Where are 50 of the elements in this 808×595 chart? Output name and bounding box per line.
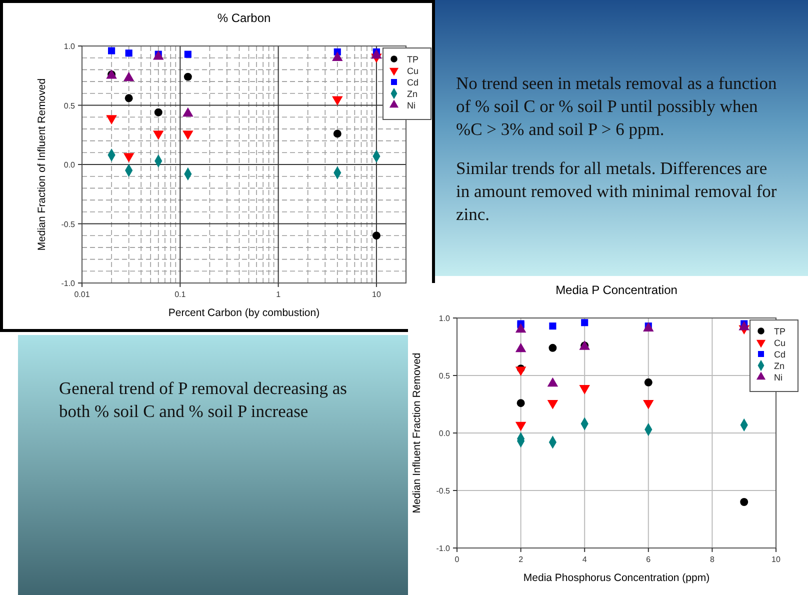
point [581, 319, 588, 326]
legend-label: Ni [407, 100, 416, 110]
chart-title: % Carbon [217, 11, 271, 25]
y-tick-label: 0.5 [64, 101, 76, 110]
point [515, 366, 526, 376]
text: Similar trends for all metals. Differences are in amount removed with minimal removal for zinc. [456, 157, 778, 226]
legend-label: Zn [407, 89, 418, 99]
point [579, 385, 590, 394]
y-tick-label: 1.0 [64, 42, 76, 51]
x-tick-label: 10 [772, 555, 781, 564]
y-tick-label: -0.5 [61, 220, 76, 229]
point [740, 498, 748, 506]
y-tick-label: 0.0 [64, 160, 76, 170]
x-tick-label: 0.1 [174, 290, 186, 299]
x-tick-label: 8 [710, 555, 715, 564]
point [643, 400, 654, 410]
x-tick-label: 1 [276, 290, 282, 299]
x-tick-label: 4 [582, 555, 588, 564]
legend-label: TP [407, 54, 419, 64]
point [547, 400, 558, 410]
legend-label: Cd [407, 78, 419, 88]
y-axis-title: Median Fraction of Influent Removed [36, 78, 48, 251]
legend-label: Ni [774, 372, 782, 382]
legend-label: TP [774, 326, 786, 336]
point [549, 322, 556, 330]
text: No trend seen in metals removal as a function of % soil C or % soil P until possibly when %C > 3% and soil P > 6 ppm. [456, 72, 778, 141]
y-tick-label: -0.5 [436, 486, 451, 496]
legend-label: Cu [774, 338, 786, 348]
y-tick-label: 0.5 [438, 372, 451, 380]
point [516, 399, 525, 408]
legend-label: Zn [774, 361, 785, 371]
y-tick-label: -1.0 [61, 279, 76, 288]
legend-label: Cu [407, 66, 419, 76]
x-tick-label: 0.01 [74, 290, 90, 299]
x-axis-title: Percent Carbon (by combustion) [168, 307, 320, 319]
legend-label: Cd [774, 350, 786, 360]
y-tick-label: -1.0 [436, 544, 451, 553]
x-axis-title: Media Phosphorus Concentration (ppm) [523, 572, 710, 584]
y-tick-label: 0.0 [438, 429, 451, 438]
x-tick-label: 10 [372, 290, 382, 299]
x-tick-label: 0 [454, 555, 460, 564]
x-tick-label: 6 [646, 555, 652, 564]
point [644, 378, 652, 386]
text: General trend of P removal decreasing as both % soil C and % soil P increase [59, 377, 348, 423]
y-tick-label: 1.0 [438, 314, 451, 323]
y-axis-title: Median Influent Fraction Removed [411, 352, 423, 514]
point [548, 344, 557, 352]
x-tick-label: 2 [518, 555, 524, 564]
point [515, 422, 526, 432]
chart-title: Media P Concentration [556, 283, 678, 297]
